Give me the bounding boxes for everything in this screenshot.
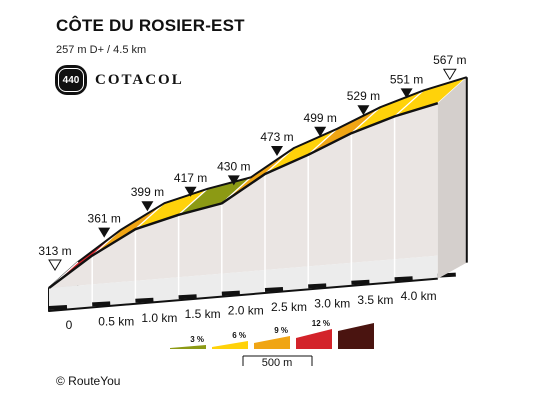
km-tick-mark [221, 290, 240, 296]
legend-grade-label: 9 % [274, 326, 288, 335]
legend-swatch [170, 345, 206, 349]
legend-grade-label: 12 % [312, 319, 330, 328]
x-tick-label: 2.5 km [271, 300, 307, 314]
legend-swatch [296, 329, 332, 349]
cotacol-logo-text: COTACOL [95, 71, 184, 88]
legend-grade-label: 3 % [190, 335, 204, 344]
profile-front-edge [48, 102, 439, 289]
x-tick-label: 3.5 km [357, 293, 393, 307]
climb-stats: 257 m D+ / 4.5 km [56, 44, 147, 56]
elevation-label: 499 m [304, 111, 337, 125]
profile-base [49, 255, 438, 311]
elevation-label: 399 m [131, 185, 164, 199]
x-tick-label: 0.5 km [98, 314, 134, 328]
elevation-marker-icon [227, 175, 240, 186]
elevation-marker-icon [271, 146, 283, 156]
elevation-marker-icon [98, 227, 111, 238]
x-tick-label: 3.0 km [314, 296, 350, 310]
elevation-label: 529 m [347, 89, 380, 103]
elevation-label: 430 m [217, 159, 250, 173]
elevation-label: 417 m [174, 171, 207, 185]
x-tick-label: 2.0 km [228, 304, 264, 318]
x-tick-label: 1.0 km [141, 311, 177, 325]
profile-bottom-edge [48, 277, 438, 312]
km-tick-mark [308, 283, 327, 289]
elevation-label: 567 m [433, 53, 466, 67]
elevation-marker-icon [400, 88, 413, 99]
page-title: CÔTE DU ROSIER-EST [56, 16, 245, 35]
km-tick-mark [178, 294, 197, 300]
km-tick-mark [394, 276, 413, 282]
cotacol-logo: 440 COTACOL [55, 65, 184, 95]
legend-swatch [338, 323, 374, 349]
x-tick-label: 0 [66, 318, 73, 332]
x-tick-label: 4.0 km [401, 289, 437, 303]
cotacol-number: 440 [58, 68, 84, 92]
km-tick-mark [351, 279, 370, 285]
km-tick-mark [92, 301, 111, 307]
elevation-label: 361 m [88, 212, 121, 226]
elevation-marker-icon [314, 126, 327, 137]
km-tick-mark [135, 297, 154, 303]
legend-swatch [212, 341, 248, 349]
elevation-marker-icon [184, 186, 197, 197]
scale-bar-label: 500 m [262, 357, 293, 369]
legend-swatch [254, 336, 290, 349]
profile-back-edge [77, 76, 468, 263]
km-tick-mark [48, 305, 68, 310]
km-tick-mark [264, 287, 284, 292]
credit-text: © RouteYou [56, 374, 121, 388]
elevation-label: 551 m [390, 72, 423, 86]
elevation-marker-open-icon [48, 259, 62, 271]
cotacol-badge-icon: 440 [55, 65, 87, 95]
elevation-label: 473 m [260, 130, 293, 144]
elevation-label: 313 m [38, 244, 71, 258]
elevation-marker-open-icon [442, 68, 457, 81]
elevation-marker-icon [141, 201, 154, 212]
profile-end-face [437, 77, 467, 279]
profile-front-wall [49, 103, 438, 288]
elevation-marker-icon [357, 105, 370, 116]
x-tick-label: 1.5 km [185, 307, 221, 321]
legend-grade-label: 6 % [232, 331, 246, 340]
